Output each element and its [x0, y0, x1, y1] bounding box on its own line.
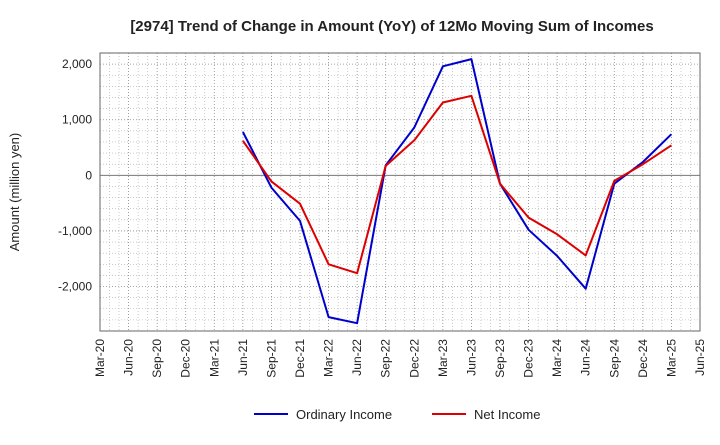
y-tick-label: 1,000: [62, 113, 92, 127]
x-tick-label: Sep-23: [493, 339, 507, 378]
chart-title: [2974] Trend of Change in Amount (YoY) o…: [130, 18, 653, 35]
x-tick-label: Jun-22: [350, 339, 364, 376]
x-tick-label: Mar-23: [436, 339, 450, 377]
x-tick-label: Mar-21: [207, 339, 221, 377]
x-tick-label: Dec-20: [179, 339, 193, 378]
x-tick-label: Dec-22: [407, 339, 421, 378]
y-tick-label: -2,000: [58, 280, 92, 294]
x-tick-labels: Mar-20 Jun-20 Sep-20 Dec-20 Mar-21 Jun-21 Sep-…: [93, 339, 707, 378]
legend: Ordinary Income Net Income: [254, 407, 540, 422]
y-tick-label: 2,000: [62, 57, 92, 71]
y-tick-label: 0: [85, 168, 92, 182]
x-tick-label: Sep-24: [607, 339, 621, 378]
series-lines: [242, 58, 673, 325]
x-tick-label: Mar-22: [322, 339, 336, 377]
x-tick-label: Mar-20: [93, 339, 107, 377]
x-tick-label: Jun-20: [122, 339, 136, 376]
x-tick-label: Jun-25: [693, 339, 707, 376]
x-tick-label: Jun-24: [579, 339, 593, 376]
series-line-net-income: [242, 94, 672, 275]
x-tick-label: Dec-23: [522, 339, 536, 378]
series-line-ordinary-income: [242, 58, 673, 325]
plot-area: [99, 52, 701, 332]
x-tick-label: Dec-24: [636, 339, 650, 378]
y-tick-label: -1,000: [58, 224, 92, 238]
x-tick-label: Sep-22: [379, 339, 393, 378]
y-tick-labels: 2,000 1,000 0 -1,000 -2,000: [58, 57, 92, 293]
x-tick-label: Dec-21: [293, 339, 307, 378]
legend-label: Net Income: [474, 407, 540, 422]
x-tick-label: Mar-24: [550, 339, 564, 377]
x-tick-label: Mar-25: [664, 339, 678, 377]
x-tick-label: Sep-20: [150, 339, 164, 378]
grid-lines: [99, 52, 701, 332]
legend-label: Ordinary Income: [296, 407, 392, 422]
x-tick-label: Jun-21: [236, 339, 250, 376]
x-tick-label: Jun-23: [464, 339, 478, 376]
y-axis-label: Amount (million yen): [7, 133, 22, 252]
x-tick-label: Sep-21: [264, 339, 278, 378]
